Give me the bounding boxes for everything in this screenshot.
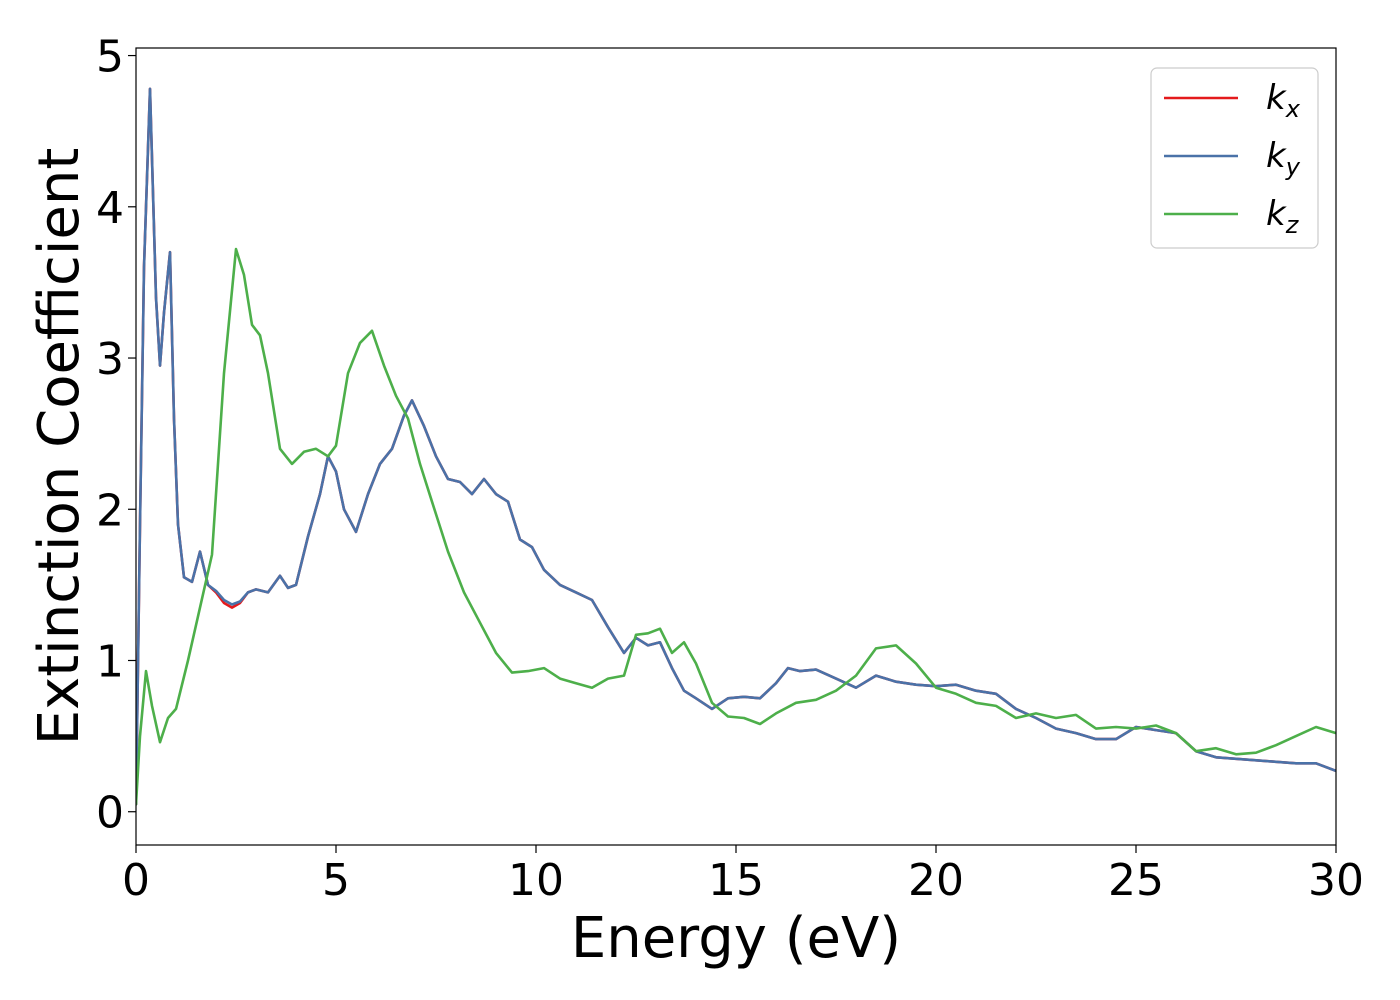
y-tick-label: 0	[96, 788, 124, 839]
x-tick-label: 5	[322, 855, 350, 906]
legend-box	[1150, 67, 1319, 249]
legend-label: ky	[1266, 136, 1301, 181]
x-tick-label: 25	[1108, 855, 1164, 906]
legend: kx ky kz	[1150, 67, 1319, 249]
y-tick-label: 4	[96, 183, 124, 234]
x-tick-label: 0	[122, 855, 150, 906]
y-tick-label: 1	[96, 636, 124, 687]
x-tick-label: 10	[508, 855, 564, 906]
x-axis-label: Energy (eV)	[571, 906, 901, 971]
ticks-layer: 0 5 10 15 20 25 30 0 1 2 3 4 5	[96, 32, 1364, 906]
series-line-k-z	[136, 247, 1336, 806]
legend-label: kz	[1266, 194, 1300, 239]
y-tick-label: 5	[96, 32, 124, 83]
legend-label: kx	[1266, 78, 1301, 123]
y-tick-label: 3	[96, 334, 124, 385]
series-layer	[136, 87, 1336, 806]
x-tick-label: 20	[908, 855, 964, 906]
series-line-k-y	[136, 87, 1336, 806]
y-tick-label: 2	[96, 485, 124, 536]
x-tick-label: 15	[708, 855, 764, 906]
y-axis-label: Extinction Coefficient	[27, 148, 92, 746]
x-tick-label: 30	[1308, 855, 1364, 906]
